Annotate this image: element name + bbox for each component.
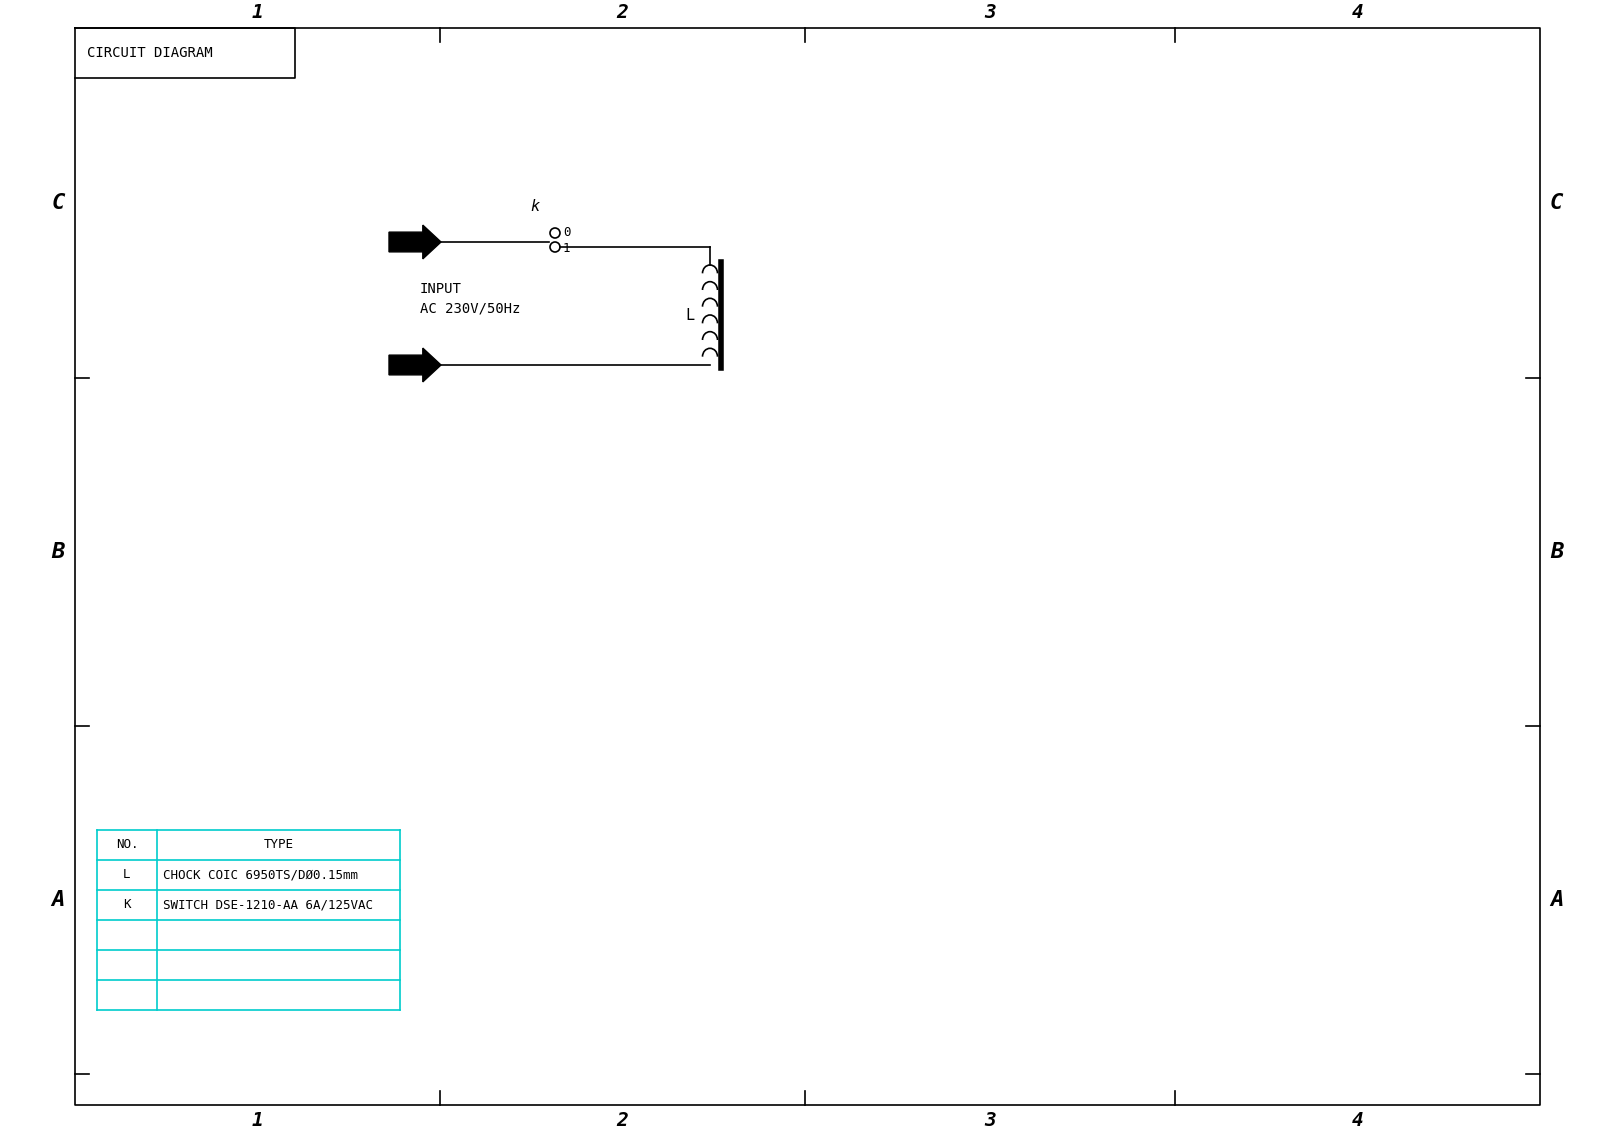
Text: SWITCH DSE-1210-AA 6A/125VAC: SWITCH DSE-1210-AA 6A/125VAC <box>163 898 373 912</box>
Text: 3: 3 <box>984 1111 995 1130</box>
Text: 1: 1 <box>251 1111 264 1130</box>
Text: INPUT: INPUT <box>419 282 462 296</box>
Polygon shape <box>389 348 442 382</box>
Text: C: C <box>51 193 66 213</box>
Text: A: A <box>1550 891 1563 910</box>
Text: AC 230V/50Hz: AC 230V/50Hz <box>419 303 520 316</box>
Text: 4: 4 <box>1352 3 1363 22</box>
Polygon shape <box>389 225 442 259</box>
Text: 3: 3 <box>984 3 995 22</box>
Text: CIRCUIT DIAGRAM: CIRCUIT DIAGRAM <box>86 46 213 60</box>
Text: L: L <box>123 869 131 881</box>
Text: 1: 1 <box>563 242 571 255</box>
Text: L: L <box>685 307 694 323</box>
Text: 1: 1 <box>251 3 264 22</box>
Text: 2: 2 <box>616 1111 629 1130</box>
Text: B: B <box>1550 542 1563 562</box>
Text: C: C <box>1550 193 1563 213</box>
Text: 4: 4 <box>1352 1111 1363 1130</box>
Text: 0: 0 <box>563 227 571 239</box>
Text: k: k <box>531 199 539 214</box>
Text: K: K <box>123 898 131 912</box>
Text: CHOCK COIC 6950TS/DØ0.15mm: CHOCK COIC 6950TS/DØ0.15mm <box>163 869 358 881</box>
Text: NO.: NO. <box>115 838 138 852</box>
Text: 2: 2 <box>616 3 629 22</box>
Text: TYPE: TYPE <box>264 838 293 852</box>
Text: A: A <box>51 891 66 910</box>
Text: B: B <box>51 542 66 562</box>
